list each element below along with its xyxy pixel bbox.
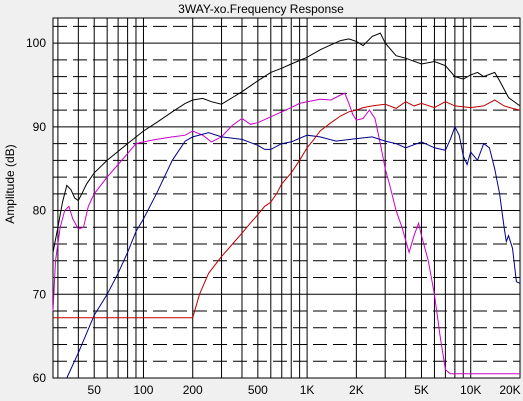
series-line-1	[52, 32, 521, 253]
x-tick-label: 50	[88, 383, 102, 397]
series-group	[52, 32, 521, 379]
grid	[53, 18, 520, 378]
plot-area	[52, 17, 521, 379]
x-tick-label: 5K	[414, 383, 429, 397]
chart-title: 3WAY-xo.Frequency Response	[178, 2, 344, 16]
y-axis-label: Amplitude (dB)	[3, 144, 17, 223]
series-line-2	[52, 92, 520, 375]
series-line-4	[53, 99, 521, 319]
x-tick-labels: 50 100 200 500 1K 2K 5K 10K 20K	[88, 383, 521, 397]
x-tick-label: 2K	[349, 383, 364, 397]
x-tick-label: 500	[248, 383, 268, 397]
y-tick-label: 70	[33, 287, 47, 301]
x-tick-label: 100	[133, 383, 153, 397]
y-tick-labels: 60 70 80 90 100	[26, 36, 46, 385]
x-tick-label: 1K	[300, 383, 315, 397]
x-tick-label: 20K	[499, 383, 520, 397]
y-tick-label: 100	[26, 36, 46, 50]
series-line-3	[66, 125, 521, 379]
x-tick-label: 200	[183, 383, 203, 397]
y-tick-label: 80	[33, 204, 47, 218]
x-tick-label: 10K	[460, 383, 481, 397]
y-tick-label: 60	[33, 371, 47, 385]
y-tick-label: 90	[33, 120, 47, 134]
